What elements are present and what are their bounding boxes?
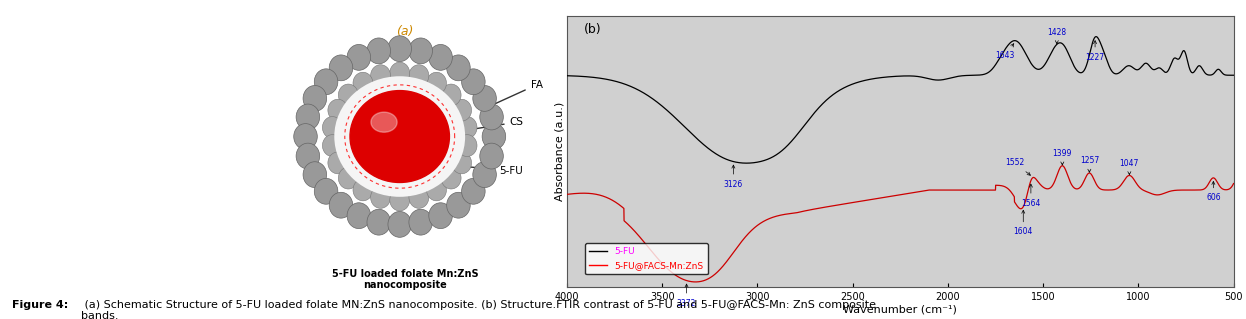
Circle shape: [370, 65, 390, 86]
Circle shape: [451, 152, 471, 174]
Text: 606: 606: [1206, 182, 1221, 202]
Circle shape: [328, 152, 348, 174]
Circle shape: [370, 187, 390, 208]
Circle shape: [323, 135, 343, 157]
Circle shape: [353, 179, 373, 201]
Text: Figure 4:: Figure 4:: [12, 300, 69, 310]
Circle shape: [480, 143, 503, 169]
Circle shape: [388, 211, 411, 237]
Ellipse shape: [334, 76, 465, 197]
Circle shape: [348, 44, 370, 70]
Circle shape: [314, 178, 338, 204]
Circle shape: [409, 65, 429, 86]
Circle shape: [480, 104, 503, 130]
Text: 3126: 3126: [724, 165, 743, 189]
Text: 1643: 1643: [996, 44, 1014, 60]
Circle shape: [426, 72, 446, 94]
Circle shape: [472, 85, 496, 111]
Circle shape: [429, 203, 452, 229]
Text: 5-FU loaded folate Mn:ZnS
nanocomposite: 5-FU loaded folate Mn:ZnS nanocomposite: [331, 269, 478, 290]
Circle shape: [441, 84, 461, 106]
Text: 5-FU: 5-FU: [456, 164, 523, 176]
Text: (b): (b): [583, 23, 602, 36]
Circle shape: [388, 36, 411, 62]
Circle shape: [303, 85, 326, 111]
Circle shape: [482, 124, 506, 149]
Circle shape: [390, 189, 410, 211]
Text: 1047: 1047: [1120, 159, 1139, 175]
Circle shape: [472, 162, 496, 188]
Text: 1227: 1227: [1085, 41, 1105, 62]
Circle shape: [451, 99, 471, 121]
Circle shape: [339, 167, 359, 189]
Circle shape: [339, 84, 359, 106]
Circle shape: [314, 69, 338, 95]
Circle shape: [441, 167, 461, 189]
Circle shape: [323, 116, 343, 138]
Circle shape: [409, 38, 432, 64]
Ellipse shape: [350, 91, 450, 182]
Circle shape: [353, 72, 373, 94]
Circle shape: [446, 55, 470, 81]
Legend: 5-FU, 5-FU@FACS-Mn:ZnS: 5-FU, 5-FU@FACS-Mn:ZnS: [584, 243, 708, 274]
Circle shape: [429, 44, 452, 70]
Circle shape: [329, 192, 353, 218]
Circle shape: [457, 135, 477, 157]
Text: 3372: 3372: [677, 284, 697, 308]
Circle shape: [348, 203, 370, 229]
Circle shape: [461, 69, 485, 95]
Circle shape: [426, 179, 446, 201]
Text: (a): (a): [396, 25, 414, 38]
Text: CS: CS: [467, 117, 523, 131]
Circle shape: [329, 55, 353, 81]
Text: 1564: 1564: [1022, 184, 1040, 208]
Text: 1604: 1604: [1013, 210, 1033, 236]
Text: 1428: 1428: [1047, 28, 1067, 44]
Circle shape: [368, 38, 390, 64]
Circle shape: [297, 143, 320, 169]
Circle shape: [390, 62, 410, 84]
Circle shape: [446, 192, 470, 218]
Text: 1399: 1399: [1053, 149, 1072, 165]
Y-axis label: Absorbance (a.u.): Absorbance (a.u.): [554, 102, 564, 201]
Text: (a) Schematic Structure of 5-FU loaded folate MN:ZnS nanocomposite. (b) Structur: (a) Schematic Structure of 5-FU loaded f…: [81, 300, 876, 319]
Circle shape: [461, 178, 485, 204]
Ellipse shape: [371, 112, 397, 132]
Text: FA: FA: [490, 80, 542, 106]
Text: 1552: 1552: [1006, 158, 1030, 175]
Circle shape: [409, 209, 432, 235]
Circle shape: [294, 124, 318, 149]
Circle shape: [328, 99, 348, 121]
Circle shape: [457, 116, 477, 138]
Circle shape: [297, 104, 320, 130]
X-axis label: Wavenumber (cm⁻¹): Wavenumber (cm⁻¹): [844, 305, 957, 315]
Circle shape: [409, 187, 429, 208]
Circle shape: [368, 209, 390, 235]
Circle shape: [303, 162, 326, 188]
Text: 1257: 1257: [1080, 156, 1099, 172]
